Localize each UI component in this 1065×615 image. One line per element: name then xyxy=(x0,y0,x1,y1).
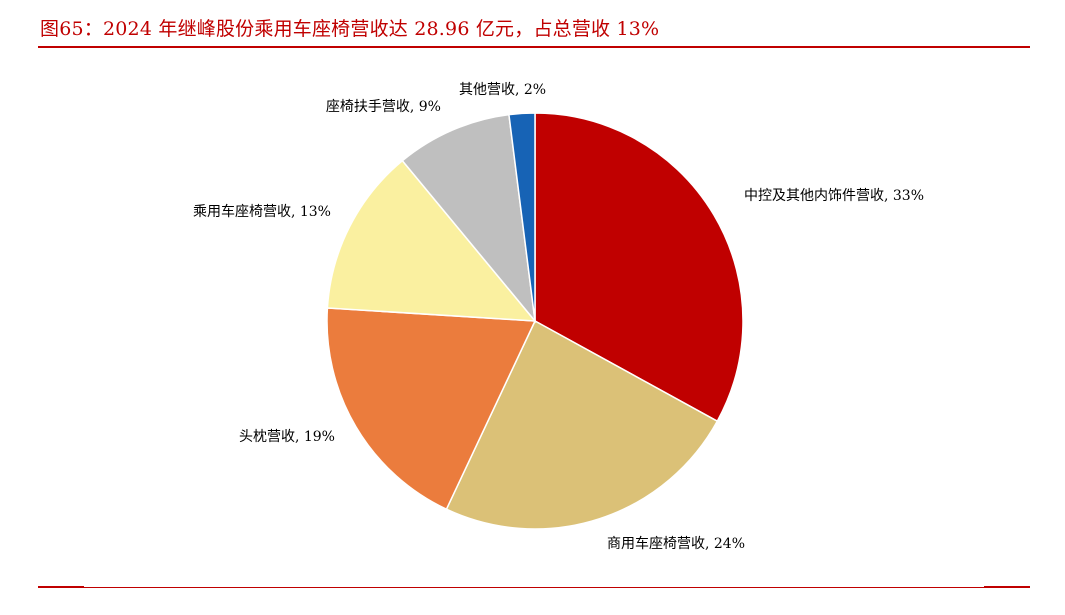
bottom-rule xyxy=(84,587,984,588)
pie-labels: 中控及其他内饰件营收, 33% 商用车座椅营收, 24% 头枕营收, 19% 乘用车座… xyxy=(193,82,924,552)
pie-slice-5 xyxy=(401,113,537,324)
pie-slice-4 xyxy=(326,159,537,322)
pie-slice-1 xyxy=(534,112,744,423)
bottom-rule-right xyxy=(984,586,1030,588)
slice-label-1: 中控及其他内饰件营收, 33% xyxy=(744,188,924,204)
bottom-rule-left xyxy=(38,586,84,588)
slice-label-2: 商用车座椅营收, 24% xyxy=(607,535,745,552)
pie-slice-2 xyxy=(445,319,719,530)
slice-label-6: 其他营收, 2% xyxy=(459,82,546,98)
slice-label-3: 头枕营收, 19% xyxy=(239,429,335,445)
slice-label-5: 座椅扶手营收, 9% xyxy=(326,99,441,115)
pie-slice-3 xyxy=(326,307,537,511)
figure-title: 图65：2024 年继峰股份乘用车座椅营收达 28.96 亿元，占总营收 13% xyxy=(40,18,660,40)
pie-slices xyxy=(326,112,744,530)
title-divider xyxy=(38,46,1030,48)
slice-label-4: 乘用车座椅营收, 13% xyxy=(193,203,331,220)
pie-slice-6 xyxy=(508,112,536,322)
